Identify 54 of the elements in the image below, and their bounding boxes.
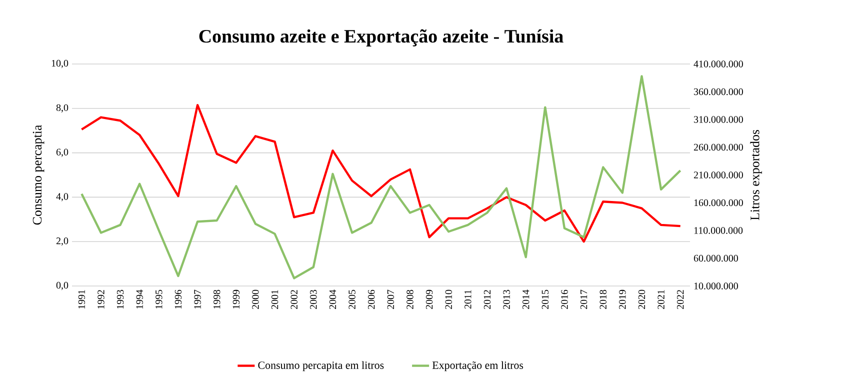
y2-tick-label: 310.000.000	[694, 116, 743, 123]
x-tick-label: 1992	[98, 290, 104, 309]
y2-tick-label: 260.000.000	[694, 144, 743, 151]
x-tick-label: 2013	[503, 290, 510, 310]
x-tick-label: 2022	[676, 290, 684, 310]
x-tick-label: 2018	[600, 290, 606, 310]
x-tick-label: 2007	[387, 290, 394, 310]
x-tick-label: 2014	[522, 290, 530, 310]
y2-tick-label: 110.000.000	[694, 227, 743, 234]
y-tick-label: 0,0	[56, 282, 68, 290]
y-tick-label: 8,0	[56, 104, 68, 112]
y2-tick-label: 360.000.000	[694, 88, 743, 96]
chart-title: Consumo azeite e Exportação azeite - Tunísia	[199, 29, 564, 46]
x-tick-label: 2020	[638, 290, 646, 310]
x-tick-label: 2021	[658, 290, 664, 310]
x-tick-label: 2009	[426, 290, 433, 310]
x-tick-label: 2017	[580, 290, 588, 310]
y-tick-label: 2,0	[56, 238, 68, 246]
legend-label: Consumo percapita em litros	[258, 361, 384, 372]
x-tick-label: 1998	[213, 290, 220, 309]
x-tick-label: 2015	[542, 290, 549, 310]
legend-label: Exportação em litros	[432, 361, 524, 372]
line-series	[80, 75, 682, 280]
y-tick-label: 10,0	[52, 60, 68, 68]
x-tick-label: 2003	[310, 290, 317, 310]
x-tick-label: 2011	[464, 290, 472, 309]
y2-tick-label: 210.000.000	[694, 172, 743, 178]
y2-tick-label: 10.000.000	[694, 282, 738, 290]
x-tick-label: 2002	[290, 290, 298, 310]
x-tick-label: 2004	[329, 290, 336, 310]
y-tick-label: 6,0	[56, 148, 68, 157]
y2-tick-label: 160.000.000	[694, 199, 743, 206]
x-tick-label: 2006	[368, 290, 375, 310]
x-tick-label: 2012	[484, 290, 491, 310]
x-tick-label: 1999	[232, 290, 240, 309]
x-tick-label: 2000	[252, 290, 259, 310]
x-tick-label: 2005	[348, 290, 356, 310]
x-tick-label: 1993	[116, 290, 124, 309]
y-axis-title: Consumo percaptia	[32, 125, 44, 225]
x-tick-label: 2019	[619, 290, 626, 310]
y2-tick-label: 410.000.000	[694, 60, 743, 68]
x-tick-label: 1995	[156, 290, 162, 309]
x-tick-label: 2008	[406, 290, 414, 310]
y2-axis-title: Litros exportados	[750, 130, 762, 220]
x-tick-label: 1991	[78, 290, 85, 309]
x-tick-label: 2010	[445, 290, 452, 310]
y-tick-label: 4,0	[56, 193, 68, 202]
line-series	[80, 104, 682, 243]
x-tick-label: 2001	[271, 290, 278, 310]
y2-tick-label: 60.000.000	[694, 254, 738, 262]
x-tick-label: 1994	[136, 290, 143, 309]
x-tick-label: 1997	[194, 290, 201, 309]
x-tick-label: 2016	[561, 290, 568, 310]
x-tick-label: 1996	[174, 290, 182, 309]
